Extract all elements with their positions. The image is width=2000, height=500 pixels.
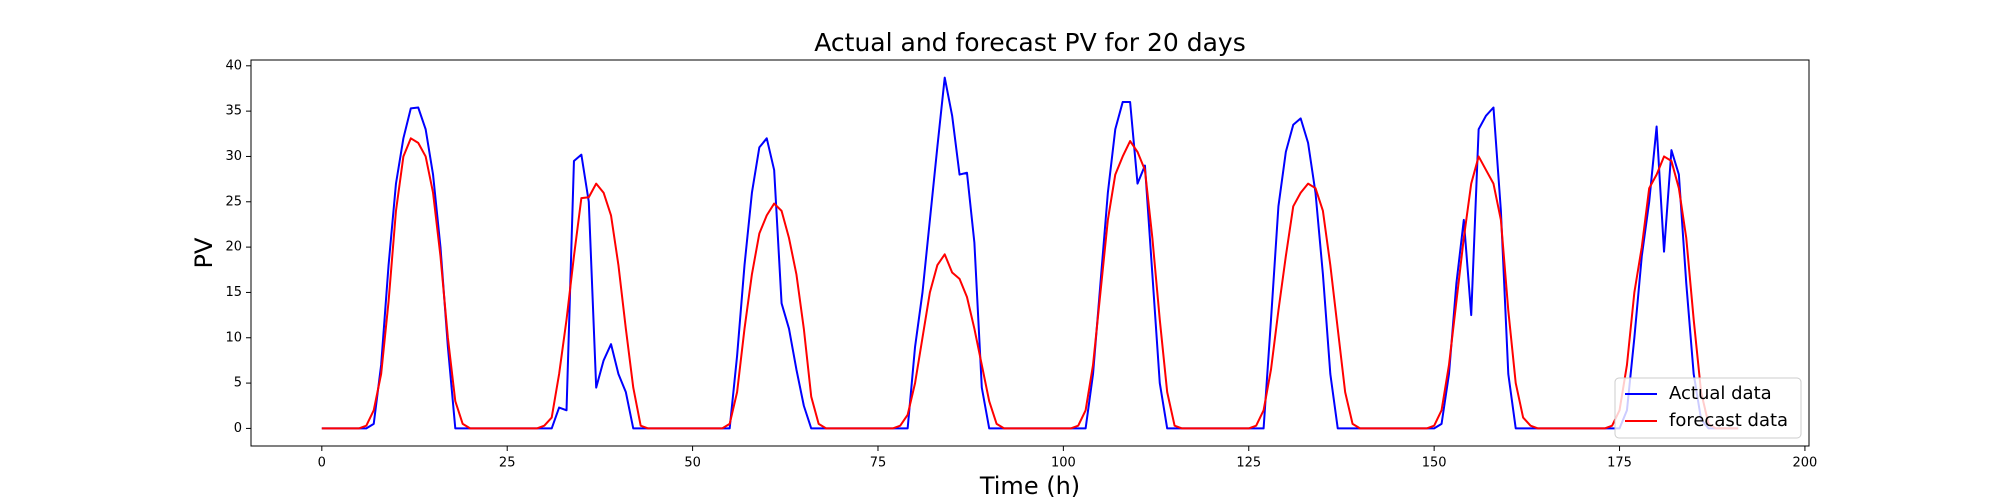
legend-label: forecast data (1669, 410, 1788, 431)
data-line (321, 137, 1739, 430)
x-tick-label: 150 (1422, 456, 1447, 471)
y-tick-label: 35 (225, 104, 242, 119)
x-tick-label: 25 (499, 456, 516, 471)
y-tick-label: 40 (225, 58, 242, 73)
x-tick-label: 50 (684, 456, 701, 471)
y-tick-label: 5 (234, 376, 242, 391)
data-line (321, 76, 1739, 430)
legend-label: Actual data (1669, 383, 1772, 404)
y-axis-label: PV (190, 237, 218, 268)
x-tick-label: 100 (1051, 456, 1076, 471)
y-tick-label: 10 (225, 330, 242, 345)
y-tick-label: 25 (225, 194, 242, 209)
x-tick-label: 175 (1607, 456, 1632, 471)
plot-frame (250, 59, 1810, 447)
y-tick-label: 0 (234, 421, 242, 436)
x-tick-label: 125 (1236, 456, 1261, 471)
x-axis-label: Time (h) (979, 472, 1080, 500)
legend: Actual data forecast data (1614, 377, 1802, 439)
chart-title: Actual and forecast PV for 20 days (814, 28, 1246, 57)
x-tick-label: 0 (318, 456, 326, 471)
y-tick-label: 30 (225, 149, 242, 164)
legend-box (1614, 377, 1802, 439)
y-tick-label: 20 (225, 240, 242, 255)
x-tick-label: 200 (1793, 456, 1818, 471)
x-tick-label: 75 (870, 456, 887, 471)
y-tick-label: 15 (225, 285, 242, 300)
